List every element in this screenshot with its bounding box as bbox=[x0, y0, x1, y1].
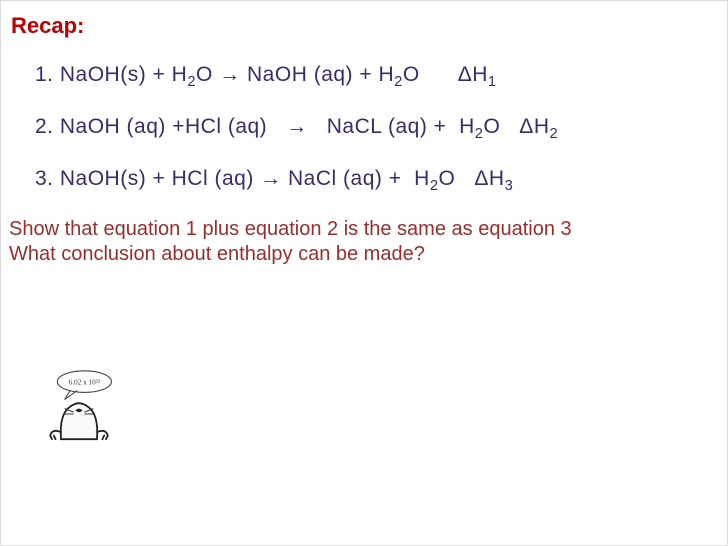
eq1-lhs-b: H bbox=[172, 63, 188, 86]
eq3-dh: ΔH bbox=[474, 167, 504, 190]
eq3-dh-sub: 3 bbox=[505, 178, 514, 194]
eq2-lhs-a: NaOH (aq) bbox=[60, 115, 166, 138]
eq1-rhs-b: H bbox=[378, 63, 394, 86]
equation-2: 2. NaOH (aq) +HCl (aq) → NaCL (aq) + H2O… bbox=[35, 115, 719, 139]
question-block: Show that equation 1 plus equation 2 is … bbox=[9, 217, 719, 267]
eq1-arrow: → bbox=[219, 63, 241, 86]
eq3-rhs-a: NaCl (aq) bbox=[288, 167, 382, 190]
eq1-rhs-b-suffix: O bbox=[403, 63, 420, 86]
eq2-lhs-b: HCl (aq) bbox=[185, 115, 267, 138]
eq2-arrow: → bbox=[286, 115, 308, 138]
eq2-rhs-b-suffix: O bbox=[483, 115, 500, 138]
eq2-dh-sub: 2 bbox=[550, 126, 559, 142]
eq3-rhs-b: H bbox=[414, 167, 430, 190]
eq3-lhs-a: NaOH(s) bbox=[60, 167, 146, 190]
eq1-rhs-b-sub: 2 bbox=[394, 74, 403, 90]
eq3-rhs-b-sub: 2 bbox=[430, 178, 439, 194]
eq1-lhs-b-suffix: O bbox=[196, 63, 213, 86]
eq1-lhs-a: NaOH(s) bbox=[60, 63, 146, 86]
eq3-arrow: → bbox=[260, 167, 282, 190]
eq3-number: 3. bbox=[35, 167, 54, 190]
eq1-dh-sub: 1 bbox=[488, 74, 497, 90]
eq3-lhs-b: HCl (aq) bbox=[172, 167, 254, 190]
eq2-number: 2. bbox=[35, 115, 54, 138]
question-line1: Show that equation 1 plus equation 2 is … bbox=[9, 217, 719, 242]
question-line2: What conclusion about enthalpy can be ma… bbox=[9, 242, 719, 267]
slide-container: Recap: 1. NaOH(s) + H2O → NaOH (aq) + H2… bbox=[0, 0, 728, 546]
recap-title: Recap: bbox=[11, 13, 719, 39]
eq1-rhs-a: NaOH (aq) bbox=[247, 63, 353, 86]
cartoon-bubble-text: 6.02 x 10²³ bbox=[69, 378, 101, 386]
eq1-dh: ΔH bbox=[458, 63, 488, 86]
eq3-rhs-b-suffix: O bbox=[439, 167, 456, 190]
equation-1: 1. NaOH(s) + H2O → NaOH (aq) + H2O ΔH1 bbox=[35, 63, 719, 87]
equation-3: 3. NaOH(s) + HCl (aq) → NaCl (aq) + H2O … bbox=[35, 167, 719, 191]
mole-cartoon: 6.02 x 10²³ bbox=[43, 369, 133, 441]
eq2-rhs-a: NaCL (aq) bbox=[327, 115, 428, 138]
eq2-dh: ΔH bbox=[519, 115, 549, 138]
eq1-number: 1. bbox=[35, 63, 54, 86]
eq1-lhs-b-sub: 2 bbox=[187, 74, 196, 90]
eq2-rhs-b: H bbox=[459, 115, 475, 138]
